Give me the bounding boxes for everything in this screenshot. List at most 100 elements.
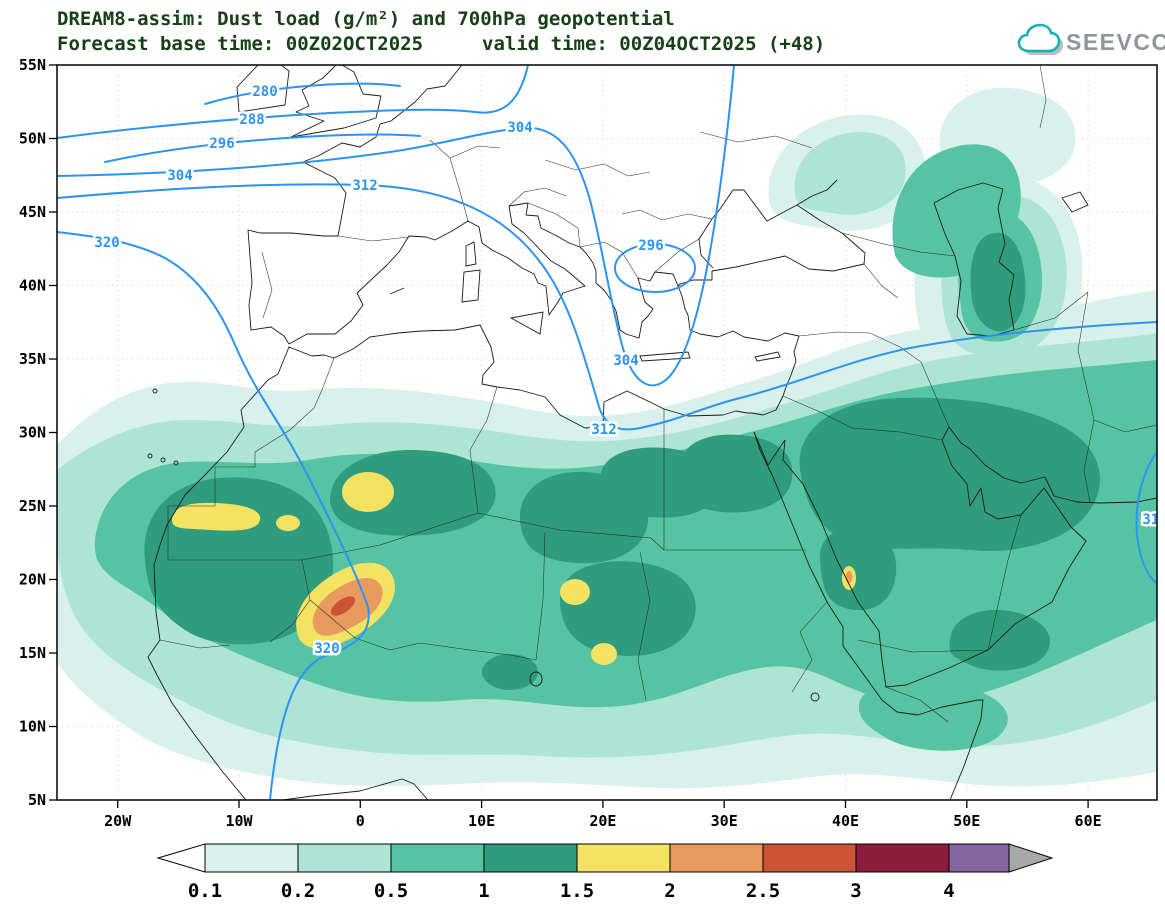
iran-coastline bbox=[948, 426, 1157, 504]
border-path bbox=[579, 241, 639, 279]
coastline-path bbox=[698, 189, 866, 272]
coastline-path bbox=[677, 271, 800, 342]
border-path bbox=[637, 551, 651, 701]
border-path bbox=[987, 514, 1022, 651]
figure-title: DREAM8-assim: Dust load (g/m²) and 700hP… bbox=[57, 8, 675, 30]
lake-tana bbox=[810, 692, 820, 702]
lat-tick-label: 55N bbox=[19, 56, 46, 74]
contour-288 bbox=[57, 65, 529, 139]
redsea-africa-coastline bbox=[753, 431, 984, 800]
lat-tick-label: 5N bbox=[28, 791, 46, 809]
canary-island bbox=[147, 453, 153, 459]
border-path bbox=[469, 386, 498, 514]
canary-island bbox=[173, 460, 179, 466]
border-path bbox=[168, 512, 479, 561]
lon-axis: 20W 10W 0 10E 20E 30E 40E 50E 60E bbox=[104, 800, 1102, 830]
colorbar-label: 1 bbox=[478, 880, 489, 902]
border-path bbox=[261, 251, 273, 319]
dust-level-1 bbox=[482, 654, 538, 690]
valid-time: valid time: 00Z04OCT2025 (+48) bbox=[482, 33, 825, 55]
forecast-base-time: Forecast base time: 00Z02OCT2025 bbox=[57, 33, 423, 55]
border-path bbox=[1093, 419, 1157, 433]
dust-level-1 bbox=[560, 561, 696, 656]
dust-level-0.2 bbox=[794, 131, 906, 215]
border-path bbox=[269, 559, 311, 643]
border-path bbox=[1039, 65, 1047, 129]
canary-island bbox=[160, 457, 166, 463]
colorbar-label: 0.1 bbox=[188, 880, 222, 902]
contour-304 bbox=[57, 65, 735, 387]
lake-chad bbox=[529, 671, 543, 687]
dust-level-1.5 bbox=[276, 515, 300, 531]
dust-level-1 bbox=[679, 434, 793, 513]
border-path bbox=[857, 639, 989, 653]
lat-tick-label: 40N bbox=[19, 277, 46, 295]
colorbar-label: 0.2 bbox=[281, 880, 315, 902]
map-plot-area: 280 288 296 304 312 320 304 296 304 312 … bbox=[57, 65, 1157, 800]
logo-text: SEEVCCC bbox=[1066, 29, 1165, 55]
border-path bbox=[159, 639, 231, 649]
lat-tick-label: 20N bbox=[19, 571, 46, 589]
contour-label: 288 bbox=[239, 112, 264, 128]
dust-level-1.5 bbox=[342, 472, 394, 512]
colorbar-cell bbox=[390, 843, 485, 873]
geopotential-contour-layer: 280 288 296 304 312 320 304 296 304 312 … bbox=[57, 65, 1157, 800]
dust-level-1 bbox=[799, 397, 1100, 551]
cyprus-coastline bbox=[754, 351, 781, 362]
lon-tick-label: 10W bbox=[225, 812, 253, 830]
border-path bbox=[654, 238, 700, 273]
colorbar-label: 0.5 bbox=[374, 880, 408, 902]
border-path bbox=[527, 202, 581, 248]
lon-tick-label: 40E bbox=[832, 812, 859, 830]
border-path bbox=[782, 395, 943, 441]
dust-level-1 bbox=[949, 609, 1051, 671]
britain-coastline bbox=[290, 65, 382, 138]
border-path bbox=[337, 235, 410, 242]
balearic-coastline bbox=[389, 287, 405, 295]
coastline-path bbox=[288, 202, 679, 345]
lon-tick-label: 10E bbox=[468, 812, 495, 830]
coastline-path bbox=[247, 65, 463, 345]
border-path bbox=[841, 232, 956, 257]
colorbar-label: 3 bbox=[850, 880, 861, 902]
contour-296-closed-low bbox=[614, 243, 696, 293]
border-path bbox=[798, 331, 950, 428]
lon-tick-label: 20E bbox=[589, 812, 616, 830]
colorbar-cell bbox=[669, 843, 764, 873]
contour-label: 304 bbox=[507, 120, 532, 136]
colorbar-label: 2 bbox=[664, 880, 675, 902]
contour-label: 312 bbox=[591, 422, 616, 438]
lat-tick-label: 35N bbox=[19, 350, 46, 368]
colorbar-cell bbox=[762, 843, 857, 873]
contour-312 bbox=[57, 183, 1157, 431]
border-path bbox=[508, 187, 567, 207]
guinea-coastline bbox=[282, 778, 429, 800]
seevccc-logo: SEEVCCC bbox=[1017, 23, 1165, 55]
coastline-path bbox=[147, 324, 800, 800]
dust-level-2.5 bbox=[330, 596, 356, 616]
border-path bbox=[429, 139, 469, 222]
lon-tick-label: 30E bbox=[711, 812, 738, 830]
contour-label: 296 bbox=[209, 136, 234, 152]
dust-level-2 bbox=[845, 571, 853, 583]
lon-tick-label: 50E bbox=[953, 812, 980, 830]
contour-label: 296 bbox=[638, 238, 663, 254]
colorbar-cell bbox=[948, 843, 1010, 873]
colorbar-above-max-arrow bbox=[1008, 843, 1054, 873]
coastline-path bbox=[796, 179, 838, 206]
border-path bbox=[449, 145, 501, 159]
crete-coastline bbox=[639, 351, 691, 362]
colorbar-label: 1.5 bbox=[560, 880, 594, 902]
sinai-coastline bbox=[753, 431, 786, 466]
border-path bbox=[167, 452, 256, 560]
border-path bbox=[863, 263, 899, 299]
border-path bbox=[885, 686, 949, 723]
colorbar-label: 2.5 bbox=[746, 880, 780, 902]
sicily-coastline bbox=[509, 311, 544, 335]
contour-label: 312 bbox=[352, 178, 377, 194]
dust-level-1 bbox=[819, 528, 897, 611]
lat-tick-label: 10N bbox=[19, 718, 46, 736]
corsica-coastline bbox=[465, 241, 477, 267]
dust-level-0.5 bbox=[858, 680, 1008, 751]
